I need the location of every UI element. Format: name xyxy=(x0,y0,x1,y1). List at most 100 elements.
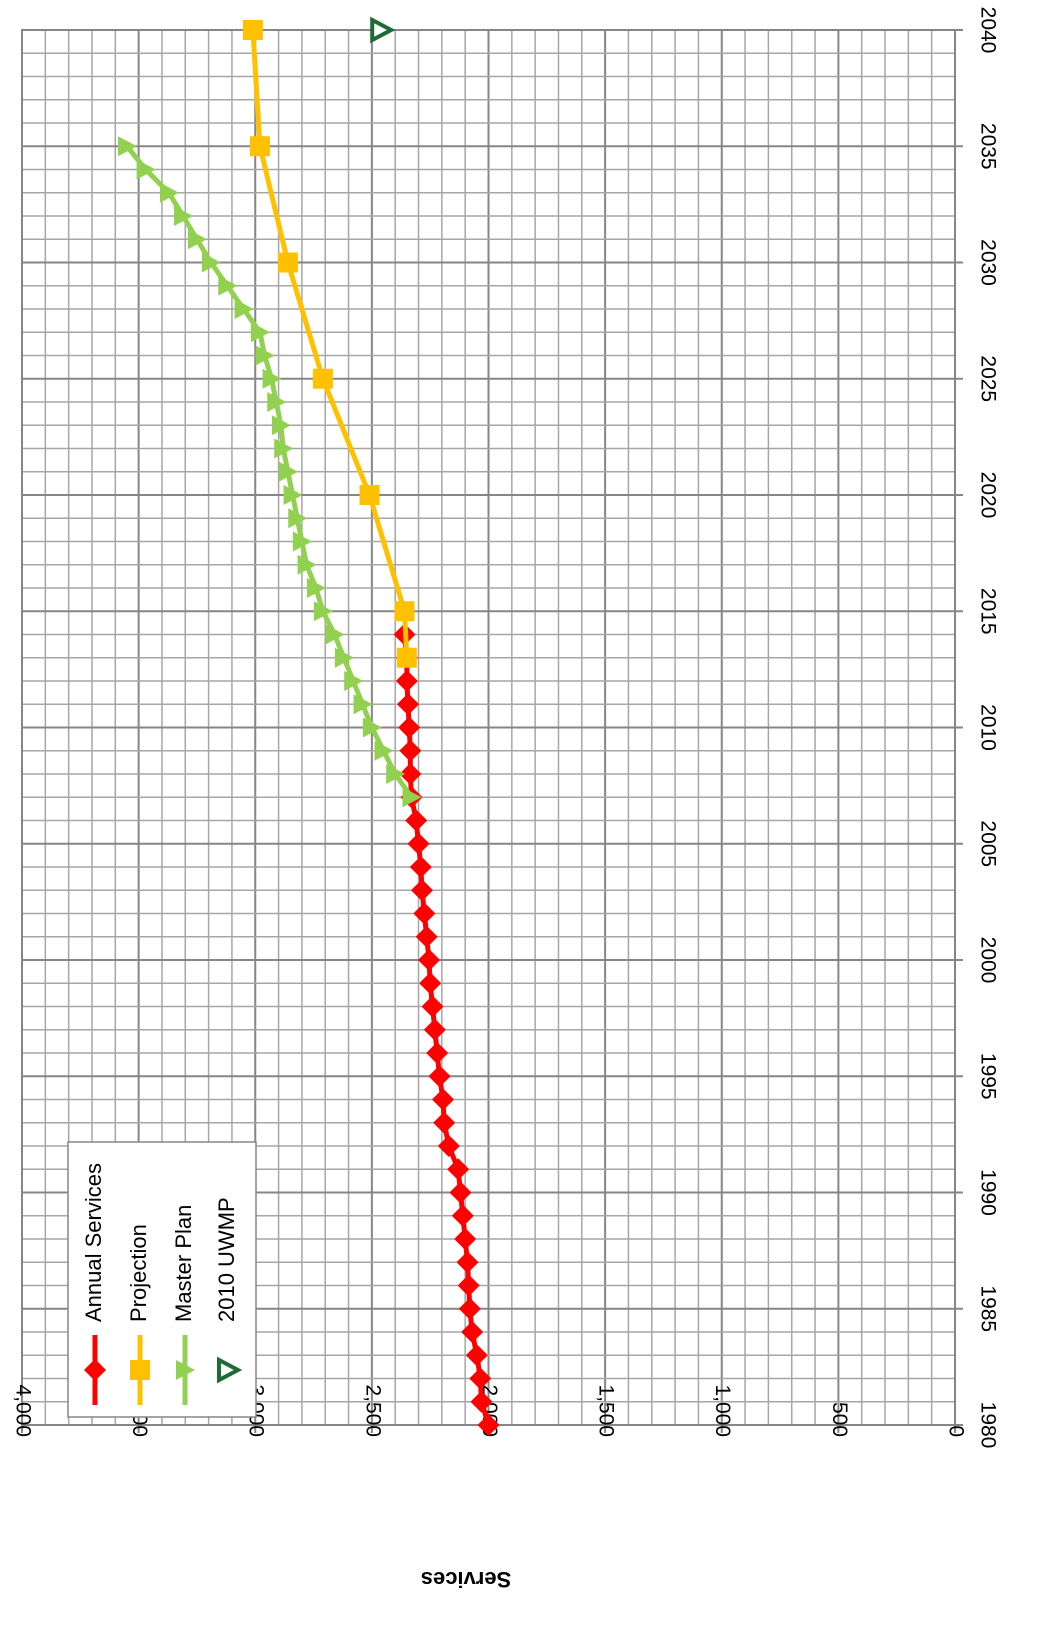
data-point xyxy=(173,206,193,226)
data-point xyxy=(426,1042,449,1064)
data-point xyxy=(117,136,137,157)
data-point xyxy=(409,856,432,878)
data-point xyxy=(395,670,418,692)
x-tick-label: 2005 xyxy=(976,820,999,867)
data-point xyxy=(419,972,442,995)
x-tick-label: 2015 xyxy=(976,588,999,635)
data-point xyxy=(451,1204,474,1227)
data-point xyxy=(312,368,333,389)
data-point xyxy=(413,902,436,925)
data-point xyxy=(242,20,263,40)
data-point xyxy=(297,554,317,575)
legend-marker xyxy=(84,1359,106,1381)
data-point xyxy=(374,740,394,761)
data-point xyxy=(386,764,406,784)
data-point xyxy=(433,1111,456,1134)
data-point xyxy=(313,601,333,622)
legend-marker xyxy=(217,1356,243,1384)
data-point xyxy=(218,275,238,296)
data-point xyxy=(277,252,298,273)
data-point xyxy=(418,949,441,971)
legend-marker xyxy=(176,1360,195,1380)
series-annual-services xyxy=(393,623,500,1436)
data-point xyxy=(405,809,428,832)
data-point xyxy=(262,368,282,389)
data-point xyxy=(250,322,270,343)
data-point xyxy=(201,252,221,273)
data-point xyxy=(334,647,354,668)
legend-label: Master Plan xyxy=(171,1205,196,1322)
data-point xyxy=(271,415,291,436)
data-point xyxy=(362,717,382,738)
y-tick-label: 0 xyxy=(944,1425,967,1437)
series-line xyxy=(250,29,410,658)
data-point xyxy=(411,879,434,902)
data-point xyxy=(423,1018,446,1041)
data-point xyxy=(447,1158,470,1181)
data-point xyxy=(469,1367,492,1390)
series-2010-uwmp xyxy=(370,16,396,44)
series-master-plan xyxy=(117,136,422,808)
data-point xyxy=(267,392,287,412)
data-point xyxy=(407,832,430,855)
data-point xyxy=(456,1251,479,1274)
data-point xyxy=(249,136,270,157)
data-point xyxy=(283,485,303,505)
legend-label: Projection xyxy=(126,1224,151,1322)
data-point xyxy=(477,1414,500,1436)
series-layer xyxy=(117,16,500,1436)
x-tick-label: 1985 xyxy=(976,1285,999,1332)
y-tick-label: 2,500 xyxy=(361,1384,384,1437)
data-point xyxy=(136,159,156,180)
data-point xyxy=(187,229,207,250)
data-point xyxy=(353,694,373,715)
data-point xyxy=(415,925,438,948)
legend-marker xyxy=(130,1360,150,1380)
y-tick-label: 1,500 xyxy=(595,1384,618,1437)
x-tick-label: 2000 xyxy=(976,937,999,984)
data-point xyxy=(278,461,298,482)
data-point xyxy=(457,1274,480,1297)
y-tick-label: 4,000 xyxy=(11,1384,34,1437)
data-point xyxy=(292,531,312,552)
x-tick-label: 2030 xyxy=(976,239,999,286)
data-point xyxy=(394,601,415,622)
data-point xyxy=(449,1181,472,1204)
data-point xyxy=(398,716,421,739)
data-point xyxy=(274,438,294,459)
series-projection xyxy=(242,20,417,668)
x-axis: 1980 1985 1990 1995 2000 2005 2010 2015 2020 2025… xyxy=(955,7,999,1449)
legend-label: Annual Services xyxy=(81,1163,106,1322)
data-point xyxy=(437,1135,460,1157)
data-point xyxy=(454,1228,477,1250)
data-point xyxy=(421,995,444,1018)
data-point xyxy=(465,1344,488,1367)
data-point xyxy=(397,693,420,716)
data-point xyxy=(399,763,422,785)
x-tick-label: 2025 xyxy=(976,355,999,402)
legend-item: 2010 UWMP xyxy=(214,1197,243,1384)
data-point xyxy=(458,1297,481,1320)
x-tick-label: 1980 xyxy=(976,1402,999,1449)
y-axis-title: Services xyxy=(421,1567,512,1592)
data-point xyxy=(428,1065,451,1088)
x-tick-label: 2035 xyxy=(976,123,999,170)
x-tick-label: 2040 xyxy=(976,7,999,54)
y-axis-title-group: Services xyxy=(421,1567,512,1592)
data-point xyxy=(344,671,364,691)
data-point xyxy=(399,739,422,762)
data-point xyxy=(370,16,396,44)
data-point xyxy=(432,1088,455,1111)
y-tick-label: 500 xyxy=(828,1402,851,1437)
data-point xyxy=(396,647,417,668)
legend-item: Master Plan xyxy=(171,1205,196,1405)
data-point xyxy=(159,182,179,203)
x-tick-label: 2020 xyxy=(976,472,999,519)
data-point xyxy=(470,1390,493,1413)
data-point xyxy=(255,345,275,366)
data-point xyxy=(325,624,345,645)
legend-label: 2010 UWMP xyxy=(214,1197,239,1322)
data-point xyxy=(234,299,254,319)
legend-item: Annual Services xyxy=(81,1163,106,1405)
data-point xyxy=(306,578,326,598)
